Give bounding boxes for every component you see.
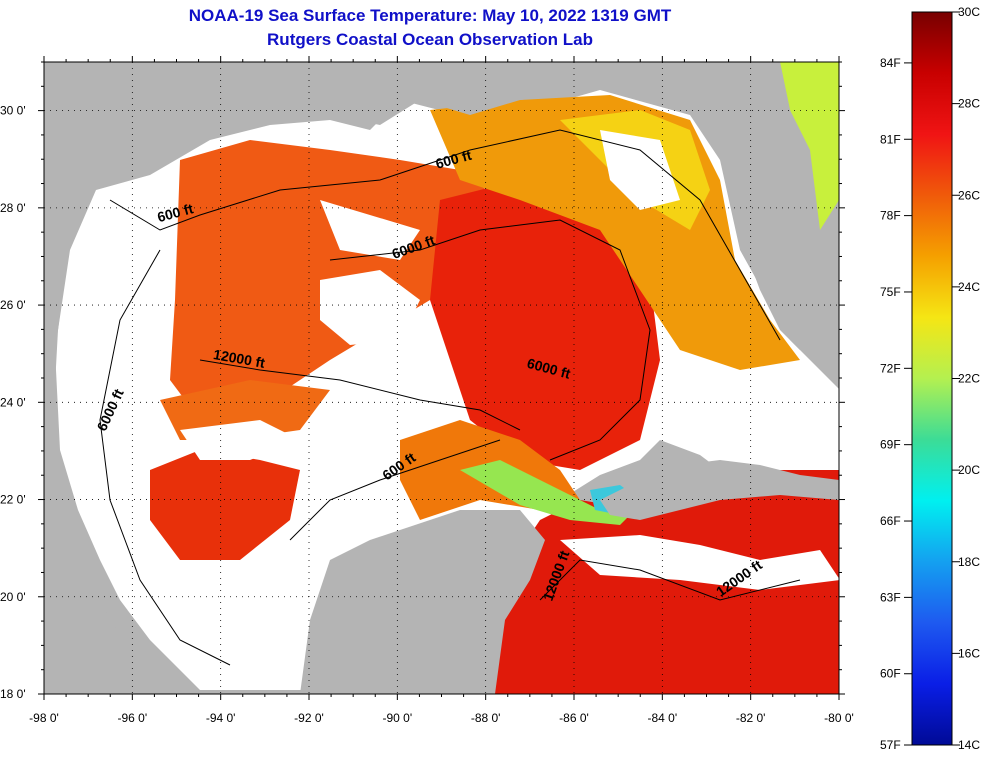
sst-field-central xyxy=(430,180,660,470)
sst-field-northeast xyxy=(430,95,800,370)
lon-tick-label: -94 0' xyxy=(206,711,236,725)
cloud-patch xyxy=(560,535,839,590)
lon-tick-label: -90 0' xyxy=(383,711,413,725)
axis-ticks: -98 0' -96 0' -94 0' -92 0' -90 0' -88 0' -86 … xyxy=(0,56,854,725)
sst-field-west-band xyxy=(160,380,330,440)
colorbar-fahrenheit-label: 75F xyxy=(880,285,901,299)
lat-tick-label: 28 0' xyxy=(0,201,26,215)
land-mexico-west xyxy=(44,250,220,694)
lat-tick-label: 20 0' xyxy=(0,590,26,604)
colorbar-fahrenheit-label: 66F xyxy=(880,514,901,528)
lat-tick-label: 18 0' xyxy=(0,687,26,701)
colorbar-labels: 30C 28C 26C 24C 22C 20C 18C 16C 14C 84F 81F 78F 75F 7… xyxy=(880,5,980,752)
colorbar-celsius-label: 16C xyxy=(958,646,980,660)
cloud-patch xyxy=(180,560,280,640)
bathymetry-contours xyxy=(99,129,801,666)
lon-tick-label: -82 0' xyxy=(736,711,766,725)
land-north-coast xyxy=(44,62,839,260)
colorbar-fahrenheit-label: 84F xyxy=(880,56,901,70)
caribbean-water xyxy=(490,470,839,694)
lon-tick-label: -80 0' xyxy=(824,711,854,725)
colorbar-celsius-label: 28C xyxy=(958,97,980,111)
land-cuba xyxy=(600,460,839,520)
sst-field-southwest xyxy=(150,450,300,560)
lon-tick-label: -98 0' xyxy=(29,711,59,725)
land-yucatan xyxy=(300,510,545,694)
colorbar xyxy=(911,11,953,746)
lon-tick-label: -92 0' xyxy=(294,711,324,725)
colorbar-fahrenheit-label: 69F xyxy=(880,438,901,452)
cloud-patch xyxy=(180,420,300,460)
lat-tick-label: 30 0' xyxy=(0,104,26,118)
lon-tick-label: -84 0' xyxy=(648,711,678,725)
lon-tick-label: -88 0' xyxy=(471,711,501,725)
colorbar-fahrenheit-label: 78F xyxy=(880,209,901,223)
map-subtitle: Rutgers Coastal Ocean Observation Lab xyxy=(267,30,593,49)
lat-tick-label: 26 0' xyxy=(0,298,26,312)
contour-6000ft-central xyxy=(329,219,651,461)
colorbar-celsius-label: 14C xyxy=(958,738,980,752)
contour-12000ft xyxy=(199,359,521,431)
grid-lines xyxy=(44,62,839,694)
sst-field-florida-shelf xyxy=(780,62,839,230)
colorbar-fahrenheit-label: 60F xyxy=(880,667,901,681)
cloud-patch xyxy=(660,380,839,460)
colorbar-fahrenheit-label: 63F xyxy=(880,590,901,604)
cloud-patch xyxy=(600,130,680,210)
colorbar-celsius-label: 22C xyxy=(958,372,980,386)
lat-tick-label: 22 0' xyxy=(0,493,26,507)
colorbar-celsius-label: 30C xyxy=(958,5,980,19)
lat-tick-label: 24 0' xyxy=(0,395,26,409)
colorbar-fahrenheit-label: 57F xyxy=(880,738,901,752)
lon-tick-label: -96 0' xyxy=(118,711,148,725)
colorbar-celsius-label: 18C xyxy=(958,555,980,569)
cloud-patch xyxy=(320,270,420,345)
colorbar-celsius-label: 26C xyxy=(958,188,980,202)
contour-12000ft-caribbean xyxy=(539,559,801,601)
cloud-patch xyxy=(320,200,420,260)
land-florida xyxy=(720,62,830,350)
colorbar-celsius-label: 20C xyxy=(958,463,980,477)
colorbar-fahrenheit-label: 81F xyxy=(880,132,901,146)
colorbar-celsius-label: 24C xyxy=(958,280,980,294)
colorbar-fahrenheit-label: 72F xyxy=(880,361,901,375)
contour-6000ft-west xyxy=(99,249,231,666)
contour-600ft xyxy=(109,129,781,341)
lon-tick-label: -86 0' xyxy=(559,711,589,725)
contour-600ft-yucatan xyxy=(289,439,501,541)
map-title: NOAA-19 Sea Surface Temperature: May 10,… xyxy=(188,6,672,25)
